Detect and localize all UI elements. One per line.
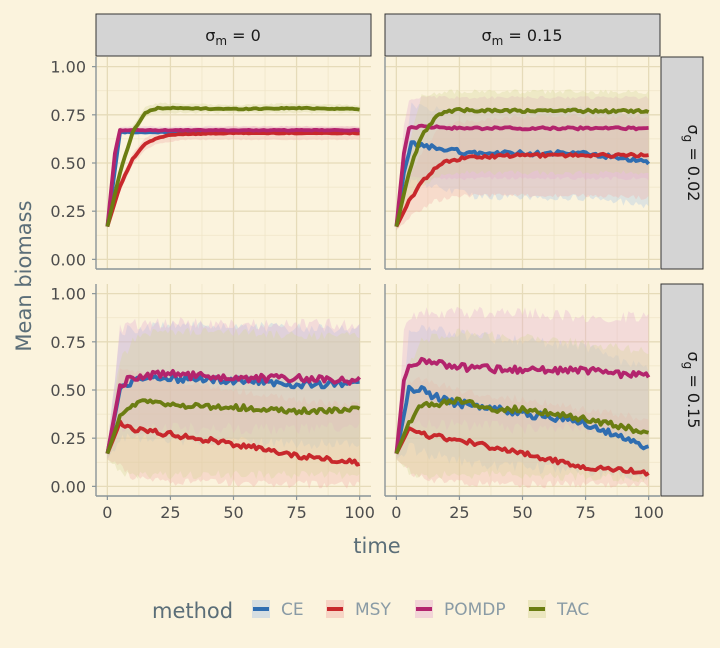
y-tick-label: 0.00	[50, 250, 86, 269]
y-tick-label: 1.00	[50, 285, 86, 304]
row-strip-0: σg = 0.02	[660, 56, 704, 270]
y-tick-label: 0.50	[50, 154, 86, 173]
band-msy	[107, 125, 360, 229]
legend-item-ce: CE	[252, 600, 304, 620]
strip-label: σm = 0	[205, 26, 261, 48]
x-tick-label: 0	[102, 503, 112, 522]
band-ce	[396, 102, 649, 231]
y-tick-label: 0.25	[50, 202, 86, 221]
row-strip-1: σg = 0.15	[660, 283, 704, 497]
legend-item-tac: TAC	[528, 600, 589, 620]
strip-label: σg = 0.02	[681, 125, 703, 202]
band-msy	[396, 114, 649, 231]
legend-label: MSY	[355, 600, 391, 620]
band-tac	[107, 327, 360, 480]
strip-box	[660, 283, 704, 497]
strip-box	[95, 13, 372, 57]
panel-1-1	[384, 284, 660, 500]
panel-0-1	[384, 57, 660, 270]
series-line-pomdp	[394, 123, 649, 227]
band-pomdp	[107, 317, 360, 460]
series-line-pomdp	[394, 356, 651, 454]
series-line-msy	[394, 151, 649, 228]
band-tac	[396, 89, 649, 231]
strip-box	[384, 13, 661, 57]
series-line-msy	[394, 426, 650, 477]
band-msy	[107, 368, 360, 489]
x-tick-labels: 0 25 50 75 100 0 25 50 75 100	[102, 503, 664, 522]
y-tick-label: 0.50	[50, 381, 86, 400]
y-tick-label: 0.25	[50, 429, 86, 448]
series-line-tac	[394, 396, 650, 455]
x-tick-label: 100	[633, 503, 664, 522]
legend-item-pomdp: POMDP	[415, 600, 506, 620]
band-ce	[107, 320, 360, 460]
panels	[92, 57, 660, 500]
x-tick-label: 100	[344, 503, 375, 522]
legend-title: method	[152, 599, 233, 623]
x-tick-label: 75	[575, 503, 595, 522]
series-line-pomdp	[105, 368, 361, 454]
y-tick-label: 0.75	[50, 333, 86, 352]
strip-label: σg = 0.15	[681, 352, 703, 429]
y-tick-labels: 0.00 0.25 0.50 0.75 1.00 0.00 0.25 0.50 0.75 1.00	[50, 58, 86, 497]
series-line-pomdp	[105, 127, 360, 227]
strip-label: σm = 0.15	[481, 26, 562, 48]
panel-1-0	[92, 284, 371, 500]
legend-label: CE	[281, 600, 304, 620]
series-line-tac	[105, 105, 360, 228]
legend-label: POMDP	[444, 600, 506, 620]
legend: method CE MSY POMDP TAC	[152, 599, 589, 623]
series-line-tac	[105, 398, 361, 455]
series-line-ce	[394, 384, 650, 454]
legend-label: TAC	[556, 600, 589, 620]
x-tick-label: 75	[286, 503, 306, 522]
column-strip-0: σm = 0	[95, 13, 372, 57]
legend-item-msy: MSY	[326, 600, 391, 620]
panel-0-0	[92, 57, 371, 270]
y-tick-label: 0.00	[50, 477, 86, 496]
x-tick-label: 25	[160, 503, 180, 522]
x-tick-label: 0	[391, 503, 401, 522]
y-tick-label: 0.75	[50, 106, 86, 125]
strip-box	[660, 56, 704, 270]
series-line-tac	[394, 107, 650, 228]
x-tick-label: 50	[223, 503, 243, 522]
x-tick-label: 50	[512, 503, 532, 522]
series-line-msy	[105, 419, 361, 467]
x-axis-title: time	[353, 534, 400, 558]
y-axis-title: Mean biomass	[12, 200, 36, 351]
column-strip-1: σm = 0.15	[384, 13, 661, 57]
x-tick-label: 25	[449, 503, 469, 522]
y-tick-label: 1.00	[50, 58, 86, 77]
series-line-msy	[105, 130, 360, 228]
